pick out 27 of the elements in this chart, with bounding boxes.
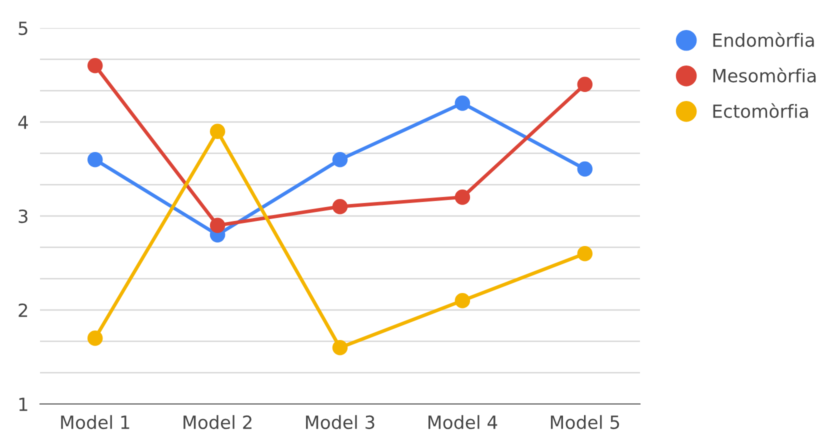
point [577,76,593,92]
point [87,58,103,74]
y-tick-label: 1 [19,398,28,411]
point [87,330,103,346]
y-tick-label: 5 [18,22,28,36]
legend-label: Mesomòrfia [713,68,816,82]
x-tick-label: Model 4 [428,415,498,430]
x-tick-label: Model 1 [61,415,130,430]
point [577,246,593,262]
point [332,198,348,214]
point [332,152,348,168]
point [454,190,470,205]
point [87,152,103,168]
y-tick-label: 3 [18,209,28,224]
point [577,161,593,177]
y-tick-label: 4 [18,116,28,129]
legend-label: Endomòrfia [713,32,814,47]
point [332,340,348,356]
x-tick-label: Model 3 [306,415,374,430]
y-tick-label: 2 [18,303,28,317]
point [454,292,470,308]
point [210,124,226,140]
x-tick-label: Model 5 [550,415,620,430]
x-tick-label: Model 2 [184,415,252,430]
point [454,96,470,111]
point [210,218,226,234]
legend-label: Ectomòrfia [713,103,808,118]
